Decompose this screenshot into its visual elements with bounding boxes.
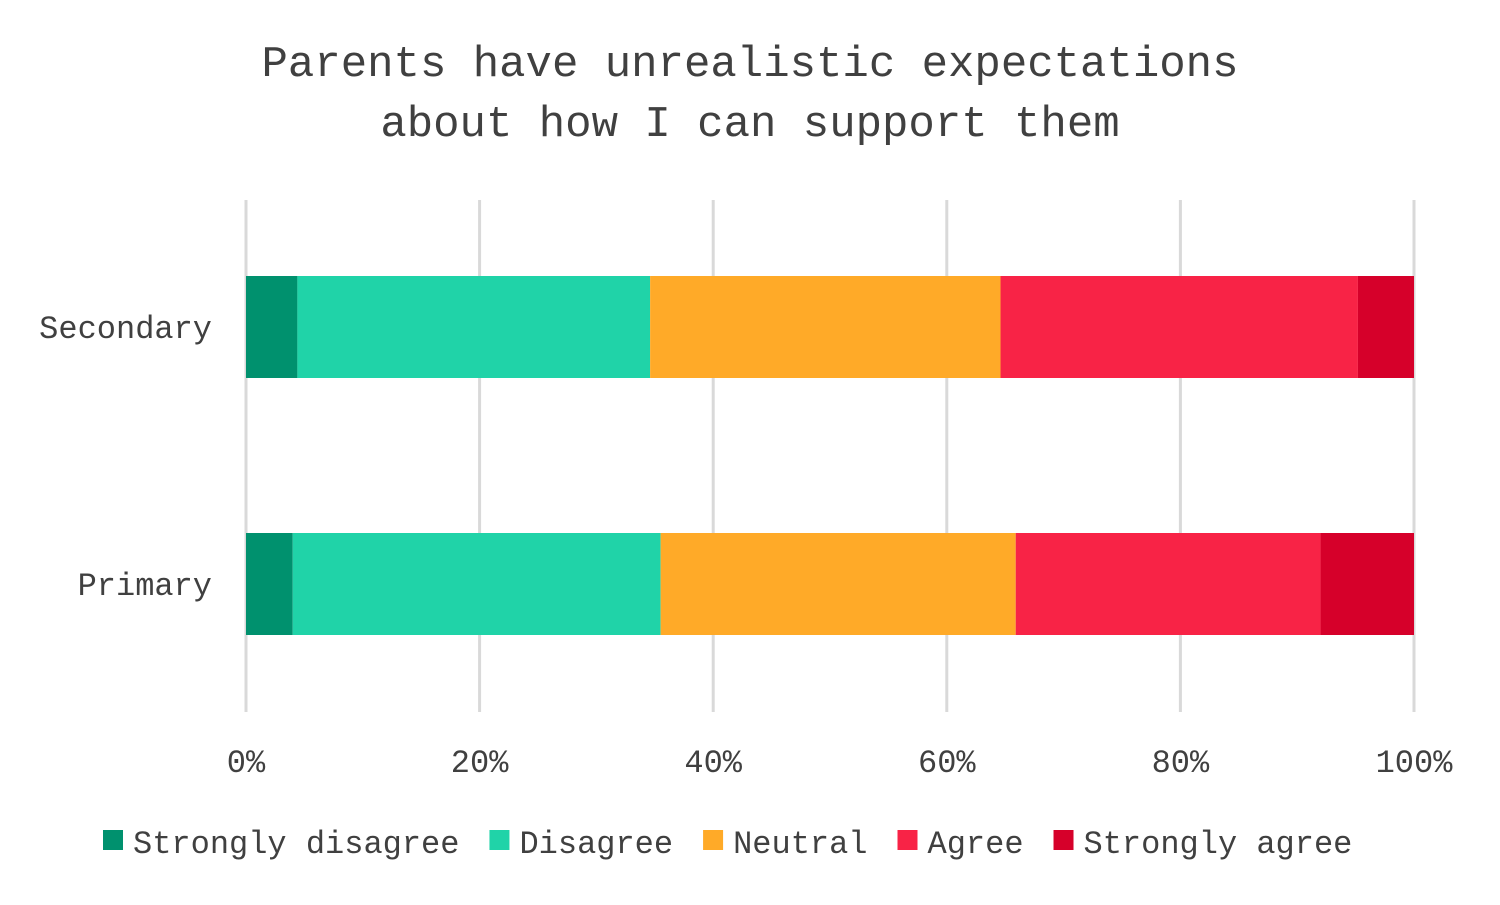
legend-item: Strongly disagree xyxy=(103,826,459,863)
x-tick-label: 100% xyxy=(1376,745,1454,782)
bar-segment-disagree xyxy=(297,276,651,378)
legend-swatch xyxy=(103,830,123,850)
chart-title-line-1: Parents have unrealistic expectations xyxy=(262,40,1239,90)
legend-item: Strongly agree xyxy=(1053,826,1353,863)
x-tick-label: 40% xyxy=(684,745,742,782)
bar-segment-neutral xyxy=(660,533,1016,635)
bar-segment-disagree xyxy=(292,533,661,635)
bar-segment-agree xyxy=(1015,533,1321,635)
bar-segment-strongly-disagree xyxy=(246,533,293,635)
legend-swatch xyxy=(1053,830,1074,850)
legend-label: Strongly disagree xyxy=(133,826,459,863)
x-tick-label: 80% xyxy=(1152,745,1210,782)
bar-segment-strongly-disagree xyxy=(246,276,298,378)
legend-swatch xyxy=(897,830,918,850)
legend-swatch xyxy=(489,830,510,850)
legend-swatch xyxy=(703,830,724,850)
bar-segment-agree xyxy=(1000,276,1358,378)
legend-item: Disagree xyxy=(489,826,673,863)
legend-label: Neutral xyxy=(733,826,867,863)
x-tick-label: 0% xyxy=(227,745,266,782)
legend-label: Agree xyxy=(928,826,1024,863)
legend-item: Neutral xyxy=(703,826,868,863)
x-tick-label: 60% xyxy=(918,745,976,782)
bar-segment-strongly-agree xyxy=(1320,533,1414,635)
legend-label: Disagree xyxy=(519,826,673,863)
bar-segment-neutral xyxy=(650,276,1001,378)
legend-item: Agree xyxy=(897,826,1024,863)
category-label: Secondary xyxy=(39,311,212,348)
chart-title-line-2: about how I can support them xyxy=(380,100,1119,150)
bar-segment-strongly-agree xyxy=(1357,276,1414,378)
x-tick-label: 20% xyxy=(451,745,509,782)
category-label: Primary xyxy=(78,568,212,605)
legend-label: Strongly agree xyxy=(1084,826,1353,863)
